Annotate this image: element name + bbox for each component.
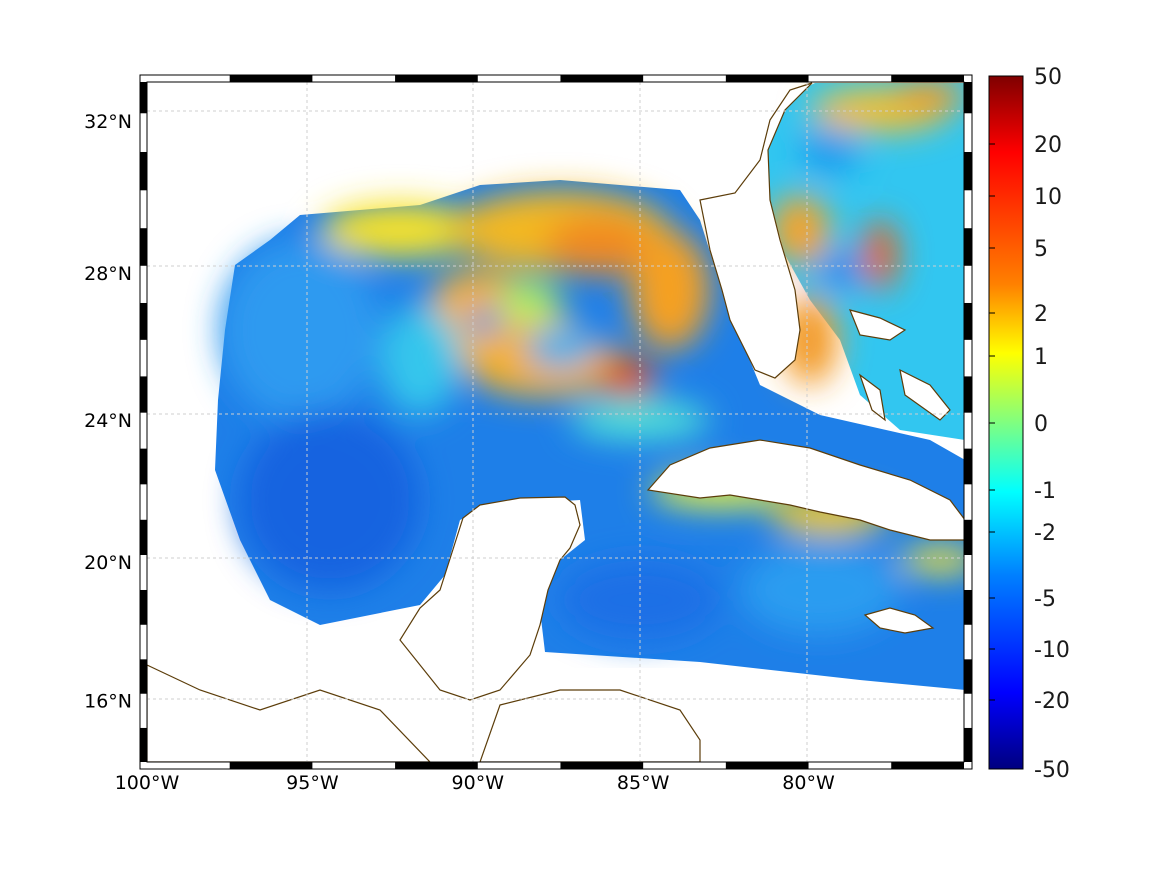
lat-tick-label: 32°N — [84, 111, 132, 133]
frame-segment — [891, 75, 964, 82]
bahamas-land — [848, 309, 951, 422]
frame-segment — [964, 376, 972, 413]
lon-tick-label: 85°W — [617, 772, 670, 794]
colorbar-tick-label: 5 — [1034, 237, 1048, 262]
colorbar-tick-label: 0 — [1034, 412, 1048, 437]
central-america-land — [147, 664, 431, 762]
colorbar-tick-label: -20 — [1034, 689, 1070, 714]
frame-segment — [964, 727, 972, 762]
frame-segment — [140, 659, 147, 694]
land-masses — [147, 82, 964, 762]
frame-segment — [964, 519, 972, 556]
frame-segment — [964, 448, 972, 485]
yucatan-land — [399, 496, 581, 701]
frame-segment — [964, 82, 972, 114]
colorbar-tick-label: 10 — [1034, 185, 1062, 210]
map-frame — [139, 74, 973, 770]
frame-segment — [964, 589, 972, 625]
lon-tick-label: 80°W — [782, 772, 835, 794]
frame-segment — [560, 75, 644, 82]
lat-tick-label: 16°N — [84, 691, 132, 713]
lat-tick-label: 20°N — [84, 552, 132, 574]
colorbar-tick-label: -50 — [1034, 758, 1070, 783]
frame-segment — [891, 762, 964, 769]
lon-tick-label: 100°W — [115, 772, 180, 794]
frame-segment — [140, 82, 147, 114]
colorbar-tick-label: 2 — [1034, 302, 1048, 327]
jamaica-land — [863, 607, 935, 634]
frame-segment — [140, 228, 147, 266]
frame-segment — [964, 659, 972, 694]
lon-tick-label: 95°W — [286, 772, 339, 794]
lon-tick-label: 90°W — [452, 772, 505, 794]
frame-segment — [140, 589, 147, 625]
frame-segment — [140, 151, 147, 191]
frame-segment — [229, 75, 313, 82]
frame-segment — [229, 762, 313, 769]
frame-segment — [964, 302, 972, 340]
colorbar-tick-label: -1 — [1034, 479, 1056, 504]
lat-tick-label: 24°N — [84, 410, 132, 432]
colorbar-tick-label: -2 — [1034, 521, 1056, 546]
frame-segment — [964, 228, 972, 266]
frame-segment — [395, 75, 478, 82]
frame-segment — [395, 762, 478, 769]
frame-segment — [725, 762, 809, 769]
sea-level-field — [215, 82, 964, 690]
frame-segment — [140, 376, 147, 413]
colorbar-tick-label: 1 — [1034, 345, 1048, 370]
frame-segment — [964, 151, 972, 191]
lat-tick-labels: 32°N 28°N 24°N 20°N 16°N — [84, 111, 132, 713]
lat-tick-label: 28°N — [84, 263, 132, 285]
colorbar-tick-label: -5 — [1034, 587, 1056, 612]
honduras-land — [479, 689, 701, 762]
frame-segment — [140, 302, 147, 340]
frame-segment — [140, 448, 147, 485]
graticule — [147, 82, 964, 762]
colorbar-tick-label: 50 — [1034, 65, 1062, 90]
frame-segment — [140, 519, 147, 556]
lon-tick-labels: 100°W 95°W 90°W 85°W 80°W — [115, 772, 835, 794]
florida-land — [699, 82, 813, 379]
frame-segment — [560, 762, 644, 769]
frame-segment — [725, 75, 809, 82]
colorbar-tick-label: -10 — [1034, 638, 1070, 663]
colorbar-tick-label: 20 — [1034, 133, 1062, 158]
frame-segment — [140, 727, 147, 762]
cuba-land — [646, 439, 964, 541]
